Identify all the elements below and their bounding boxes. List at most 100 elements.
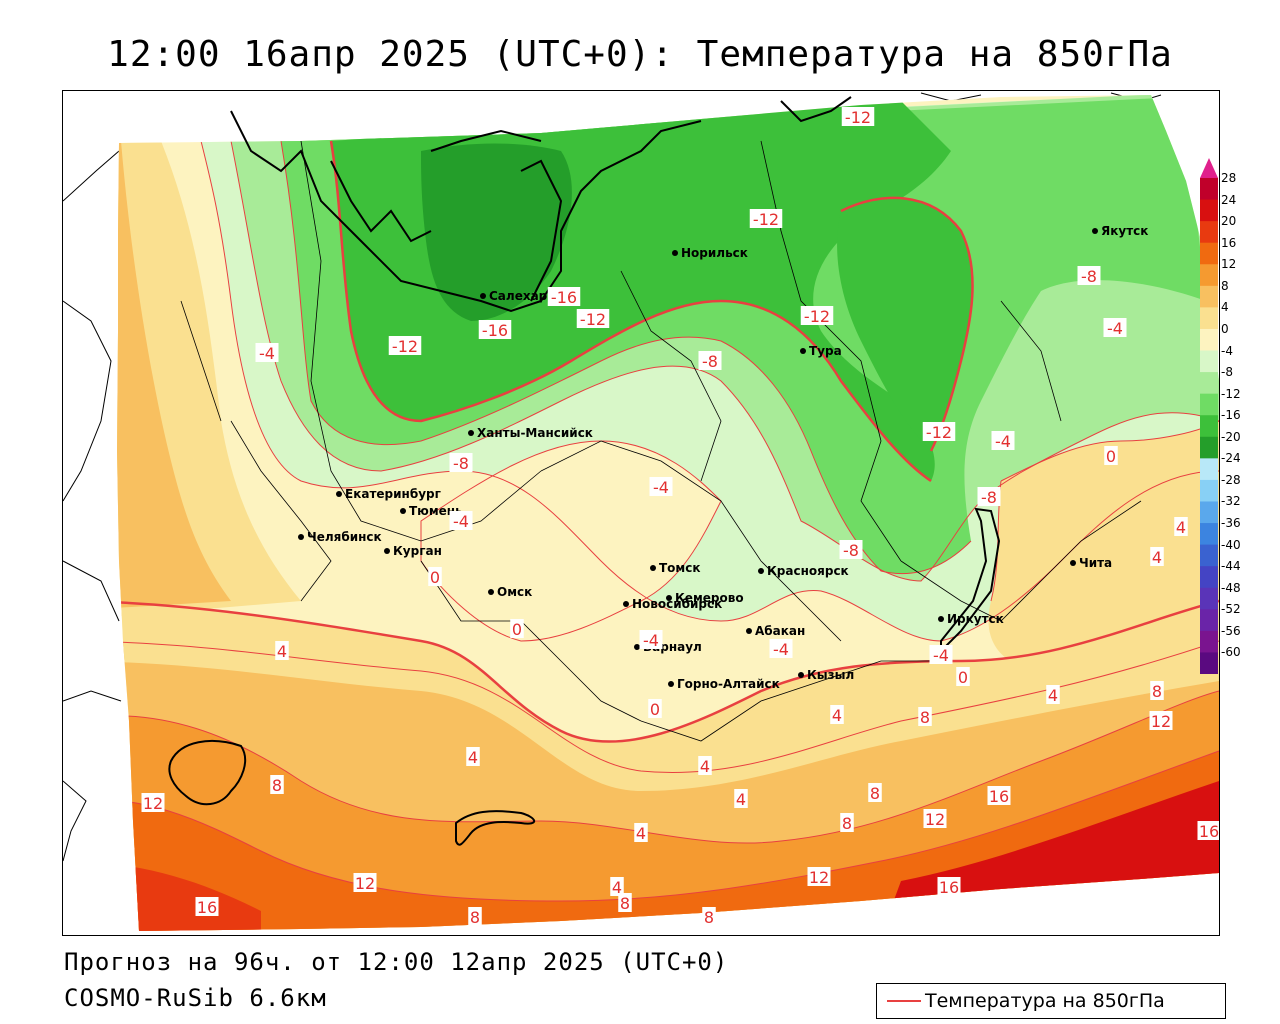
city-dot: [1070, 560, 1076, 566]
city-label: Челябинск: [307, 530, 382, 544]
isotherm-label: 0: [650, 700, 660, 719]
isotherm-label: -4: [773, 640, 789, 659]
colorbar-label: 20: [1221, 215, 1236, 227]
isotherm-label: 16: [989, 787, 1009, 806]
isotherm-label: -8: [981, 488, 997, 507]
isotherm-label: 16: [197, 898, 217, 917]
city-dot: [800, 348, 806, 354]
isotherm-label: -12: [845, 108, 871, 127]
city-dot: [746, 628, 752, 634]
isotherm-label: -12: [580, 310, 606, 329]
colorbar-label: -36: [1221, 517, 1241, 529]
city-dot: [468, 430, 474, 436]
city-dot: [650, 565, 656, 571]
colorbar-label: -20: [1221, 431, 1241, 443]
city-label: Курган: [393, 544, 442, 558]
isotherm-label: 12: [1151, 712, 1171, 731]
colorbar-segment: [1200, 609, 1218, 631]
colorbar-segment: [1200, 351, 1218, 373]
colorbar-label: -12: [1221, 388, 1241, 400]
city-dot: [298, 534, 304, 540]
isotherm-label: 4: [736, 790, 746, 809]
page-title: 12:00 16апр 2025 (UTC+0): Температура на…: [0, 34, 1280, 75]
isotherm-label: -12: [926, 423, 952, 442]
isotherm-label: -12: [392, 337, 418, 356]
isotherm-label: 4: [468, 748, 478, 767]
isotherm-label: -8: [453, 454, 469, 473]
colorbar-segment: [1200, 545, 1218, 567]
isotherm-label: 0: [512, 620, 522, 639]
isotherm-label: 8: [470, 908, 480, 927]
colorbar-label: -56: [1221, 625, 1241, 637]
colorbar-segment: [1200, 221, 1218, 243]
isotherm-label: 8: [704, 908, 714, 927]
city-label: Ханты-Мансийск: [477, 426, 593, 440]
isotherm-label: 0: [958, 668, 968, 687]
legend-line-swatch: [887, 1000, 921, 1002]
isotherm-label: 4: [832, 706, 842, 725]
colorbar-segment: [1200, 200, 1218, 222]
colorbar-segment: [1200, 286, 1218, 308]
colorbar-segment: [1200, 480, 1218, 502]
city-dot: [336, 491, 342, 497]
isotherm-label: 4: [636, 824, 646, 843]
city-dot: [480, 293, 486, 299]
isotherm-label: 12: [143, 794, 163, 813]
city-label: Горно-Алтайск: [677, 677, 780, 691]
city-label: Салехард: [489, 289, 557, 303]
city-dot: [798, 672, 804, 678]
temperature-map[interactable]: Якутск Норильск Салехард Тура Ханты-Мансийск…: [62, 90, 1220, 936]
colorbar-segment: [1200, 523, 1218, 545]
colorbar-segment: [1200, 588, 1218, 610]
map-legend: Температура на 850гПа: [876, 983, 1226, 1019]
colorbar-label: -60: [1221, 646, 1241, 658]
city-label: Омск: [497, 585, 532, 599]
colorbar-label: -40: [1221, 539, 1241, 551]
city-label: Норильск: [681, 246, 748, 260]
isotherm-label: -16: [482, 321, 508, 340]
isotherm-label: -12: [804, 307, 830, 326]
city-label: Новосибирск: [632, 597, 722, 611]
isotherm-label: 8: [1152, 682, 1162, 701]
isotherm-label: -4: [259, 344, 275, 363]
color-scale-bar: [1200, 158, 1218, 674]
city-label: Томск: [659, 561, 701, 575]
isotherm-label: 12: [355, 874, 375, 893]
colorbar-label: -28: [1221, 474, 1241, 486]
isotherm-label: 8: [920, 708, 930, 727]
city-dot: [1092, 228, 1098, 234]
isotherm-label: 12: [925, 810, 945, 829]
isotherm-label: 4: [277, 642, 287, 661]
colorbar-label: -24: [1221, 452, 1241, 464]
isotherm-label: -4: [653, 478, 669, 497]
isotherm-label: 4: [1176, 518, 1186, 537]
colorbar-segment: [1200, 501, 1218, 523]
isotherm-label: -4: [933, 646, 949, 665]
isotherm-label: -4: [453, 512, 469, 531]
colorbar-label: -44: [1221, 560, 1241, 572]
colorbar-label: -52: [1221, 603, 1241, 615]
colorbar-label: -4: [1221, 345, 1233, 357]
colorbar-label: -48: [1221, 582, 1241, 594]
temperature-field: [63, 91, 1219, 935]
colorbar-label: -32: [1221, 495, 1241, 507]
isotherm-label: 12: [809, 868, 829, 887]
isotherm-label: -8: [1081, 267, 1097, 286]
city-label: Тура: [809, 344, 842, 358]
city-dot: [384, 548, 390, 554]
isotherm-label: 8: [842, 814, 852, 833]
colorbar-segment: [1200, 631, 1218, 653]
colorbar-label: 28: [1221, 172, 1236, 184]
city-dot: [938, 616, 944, 622]
city-dot: [758, 568, 764, 574]
colorbar-label: -16: [1221, 409, 1241, 421]
colorbar-segment: [1200, 437, 1218, 459]
colorbar-label: -8: [1221, 366, 1233, 378]
city-label: Красноярск: [767, 564, 849, 578]
isotherm-label: -4: [1107, 319, 1123, 338]
colorbar-top-arrow: [1200, 158, 1218, 178]
city-dot: [634, 644, 640, 650]
colorbar-segment: [1200, 415, 1218, 437]
colorbar-segment: [1200, 372, 1218, 394]
city-dot: [668, 681, 674, 687]
